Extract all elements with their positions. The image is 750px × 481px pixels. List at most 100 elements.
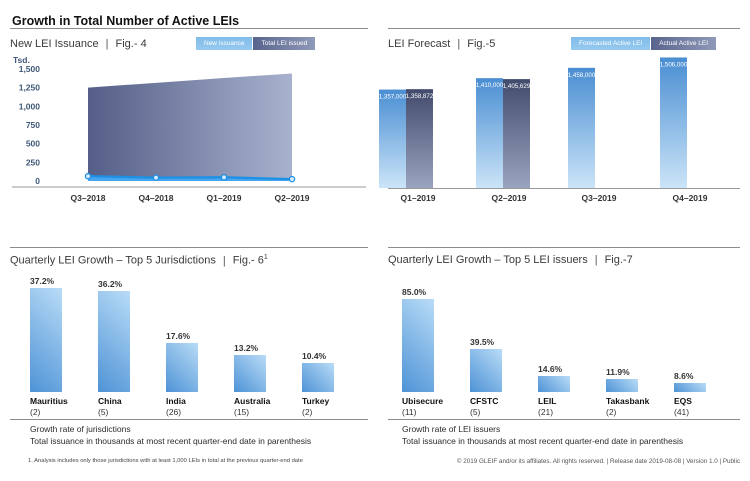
x-tick: Q2–2019 xyxy=(492,193,527,203)
fig5-number: Fig.-5 xyxy=(467,38,496,50)
fig4-number: Fig.- 4 xyxy=(115,38,147,50)
category-total-CFSTC: (5) xyxy=(470,407,481,417)
fig7-number: Fig.-7 xyxy=(604,254,633,266)
category-label-Takasbank: Takasbank xyxy=(606,396,650,406)
value-label-China: 36.2% xyxy=(98,278,123,289)
bar-LEIL xyxy=(538,375,570,392)
x-tick: Q2–2019 xyxy=(275,193,310,203)
data-point-marker xyxy=(288,175,296,183)
title-separator: | xyxy=(222,254,226,267)
x-tick: Q1–2019 xyxy=(207,193,242,203)
x-tick: Q4–2018 xyxy=(139,193,174,203)
category-total-India: (26) xyxy=(166,407,182,417)
fig4-title: New LEI Issuance | Fig.- 4 xyxy=(10,38,147,50)
total-lei-issued-area xyxy=(88,73,292,180)
fig4-title-text: New LEI Issuance xyxy=(10,38,99,50)
bar-Ubisecure xyxy=(402,298,434,392)
bar-China xyxy=(98,290,130,392)
divider xyxy=(388,247,740,248)
category-label-China: China xyxy=(98,396,122,406)
forecasted-value-label: 1,506,000 xyxy=(660,61,688,68)
category-label-LEIL: LEIL xyxy=(538,396,557,406)
fig5-legend: Forecasted Active LEI Actual Active LEI xyxy=(571,37,717,50)
fig4-legend: New issuance Total LEI issued xyxy=(196,37,316,50)
fig7-title: Quarterly LEI Growth – Top 5 LEI issuers… xyxy=(388,254,633,266)
fig6-footnote-marker: 1 xyxy=(263,254,268,261)
bar-Australia xyxy=(234,355,266,392)
category-total-Mauritius: (2) xyxy=(30,407,41,417)
bar-Turkey xyxy=(302,362,334,392)
new-lei-issuance-area-chart: Tsd.1,500 1,250 1,000 750 500 250 0 Q3–2018 Q4–2… xyxy=(12,55,366,203)
forecasted-bar-Q3–2019 xyxy=(568,67,595,188)
category-total-Takasbank: (2) xyxy=(606,407,617,417)
title-separator: | xyxy=(594,254,598,266)
fig5-title: LEI Forecast | Fig.-5 xyxy=(388,38,495,50)
x-tick: Q3–2019 xyxy=(582,193,617,203)
value-label-Australia: 13.2% xyxy=(234,343,259,354)
y-axis-unit: Tsd. xyxy=(13,55,30,65)
category-total-LEIL: (21) xyxy=(538,407,554,417)
divider xyxy=(10,247,368,248)
divider xyxy=(10,419,368,420)
y-tick: 750 xyxy=(26,120,40,130)
legend-new-issuance: New issuance xyxy=(196,37,253,50)
forecasted-bar-Q2–2019 xyxy=(476,78,503,188)
fig7-note-2: Total issuance in thousands at most rece… xyxy=(402,436,684,446)
x-tick: Q4–2019 xyxy=(673,193,708,203)
value-label-India: 17.6% xyxy=(166,330,191,341)
value-label-Mauritius: 37.2% xyxy=(30,275,55,286)
value-label-CFSTC: 39.5% xyxy=(470,336,495,347)
bar-Takasbank xyxy=(606,378,638,392)
category-total-China: (5) xyxy=(98,407,109,417)
value-label-Ubisecure: 85.0% xyxy=(402,286,427,297)
fig6-number: Fig.- 6 xyxy=(232,254,264,267)
top5-jurisdictions-bar-chart: 37.2% Mauritius (2) 36.2% China (5) 17.6% India… xyxy=(10,268,368,418)
title-separator: | xyxy=(105,38,109,50)
category-label-Ubisecure: Ubisecure xyxy=(402,396,444,406)
category-total-Ubisecure: (11) xyxy=(402,407,417,417)
value-label-EQS: 8.6% xyxy=(674,370,694,381)
fig6-note-1: Growth rate of jurisdictions xyxy=(30,424,131,434)
forecasted-value-label: 1,410,000 xyxy=(476,82,504,89)
new-issuance-line xyxy=(87,175,293,181)
fig5-title-text: LEI Forecast xyxy=(388,38,451,50)
fig7-note-1: Growth rate of LEI issuers xyxy=(402,424,501,434)
actual-value-label: 1,358,872 xyxy=(406,93,434,100)
bar-Mauritius xyxy=(30,287,62,392)
category-label-India: India xyxy=(166,396,186,406)
y-tick: 500 xyxy=(26,139,40,149)
forecasted-bar-Q4–2019 xyxy=(660,57,687,188)
value-label-LEIL: 14.6% xyxy=(538,363,563,374)
y-tick: 250 xyxy=(26,157,40,167)
y-tick: 0 xyxy=(35,176,40,186)
category-label-EQS: EQS xyxy=(674,396,692,406)
category-label-Turkey: Turkey xyxy=(302,396,330,406)
divider xyxy=(10,28,368,29)
forecasted-value-label: 1,458,000 xyxy=(568,72,596,79)
category-total-EQS: (41) xyxy=(674,407,690,417)
bar-CFSTC xyxy=(470,348,502,392)
legend-total-lei-issued: Total LEI issued xyxy=(253,37,316,50)
y-tick: 1,000 xyxy=(19,101,41,111)
bar-EQS xyxy=(674,382,706,392)
fig7-title-text: Quarterly LEI Growth – Top 5 LEI issuers xyxy=(388,254,588,266)
page-title: Growth in Total Number of Active LEIs xyxy=(12,14,240,29)
legend-actual-active-lei: Actual Active LEI xyxy=(651,37,717,50)
legend-forecasted-active-lei: Forecasted Active LEI xyxy=(571,37,651,50)
data-point-marker xyxy=(220,174,228,181)
divider xyxy=(388,28,740,29)
title-separator: | xyxy=(457,38,461,50)
y-tick: 1,250 xyxy=(19,83,41,93)
divider xyxy=(388,419,740,420)
actual-bar-Q1–2019 xyxy=(406,89,433,188)
value-label-Turkey: 10.4% xyxy=(302,350,327,361)
fig6-note-2: Total issuance in thousands at most rece… xyxy=(30,436,312,446)
top5-issuers-bar-chart: 85.0% Ubisecure (11) 39.5% CFSTC (5) 14.6% LEIL… xyxy=(388,268,740,418)
x-tick: Q1–2019 xyxy=(401,193,436,203)
category-label-Australia: Australia xyxy=(234,396,271,406)
lei-forecast-bar-chart: 1,357,000 1,358,872 Q1–2019 1,410,000 1,405,… xyxy=(379,57,740,203)
value-label-Takasbank: 11.9% xyxy=(606,366,630,377)
category-total-Australia: (15) xyxy=(234,407,250,417)
bar-India xyxy=(166,342,198,392)
